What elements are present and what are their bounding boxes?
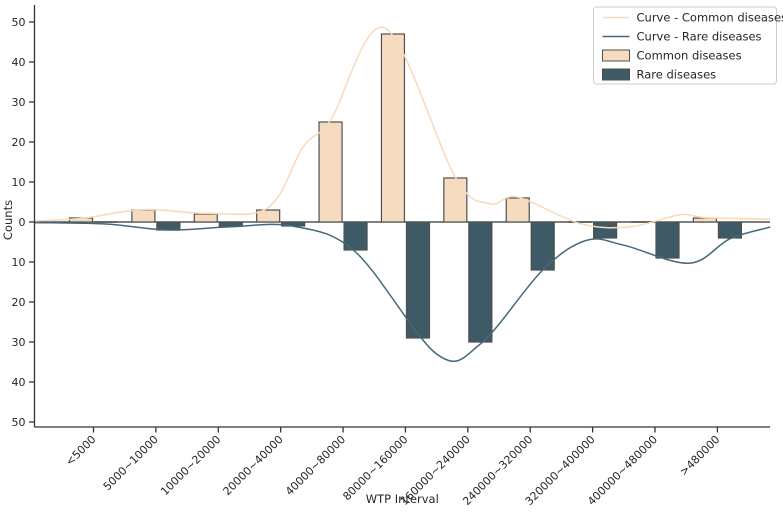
bar-common-diseases: [505, 197, 530, 223]
bar-common-diseases: [380, 33, 406, 223]
y-tick-label: 0: [19, 216, 26, 229]
bar-rare-diseases: [655, 221, 680, 259]
bar-rare-diseases: [468, 221, 493, 343]
bar-common-diseases: [131, 209, 156, 223]
y-tick-label: 10: [12, 256, 26, 269]
y-tick-label: 40: [12, 56, 26, 69]
x-tick-label: <5000: [63, 433, 99, 469]
bar-rare-diseases: [156, 221, 181, 231]
curve-common-diseases: [34, 26, 771, 229]
x-tick-label: 20000~40000: [221, 433, 286, 498]
y-tick-label: 30: [12, 96, 26, 109]
bar-rare-diseases: [343, 221, 368, 251]
x-tick-label: 10000~20000: [158, 433, 223, 498]
bar-zero-rare: [94, 221, 118, 223]
bar-zero-common: [568, 221, 592, 223]
y-tick-label: 50: [12, 16, 26, 29]
y-tick-label: 50: [12, 416, 26, 429]
legend-label: Common diseases: [637, 49, 742, 63]
legend-swatch-common-bar: [602, 49, 630, 62]
x-tick-label: 400000~480000: [585, 433, 660, 508]
y-tick-label: 20: [12, 296, 26, 309]
curve-rare-diseases: [34, 221, 771, 363]
x-tick-label: >480000: [677, 433, 722, 478]
bar-rare-diseases: [405, 221, 431, 339]
y-axis-title: Counts: [1, 200, 15, 240]
bar-rare-diseases: [593, 221, 618, 239]
y-tick-label: 40: [12, 376, 26, 389]
legend-label: Rare diseases: [637, 68, 717, 82]
bar-common-diseases: [193, 213, 218, 223]
bar-common-diseases: [318, 121, 343, 223]
legend-label: Curve - Rare diseases: [637, 30, 762, 44]
bar-common-diseases: [256, 209, 281, 223]
legend-swatch-rare-bar: [602, 68, 630, 81]
y-tick-label: 20: [12, 136, 26, 149]
bar-zero-common: [631, 221, 655, 223]
legend-box: [593, 6, 777, 85]
x-axis-title: WTP Interval: [366, 492, 439, 506]
bar-common-diseases: [443, 177, 468, 223]
x-tick-label: 5000~10000: [101, 433, 161, 493]
bar-rare-diseases: [218, 221, 243, 227]
x-tick-label: 40000~80000: [283, 433, 348, 498]
legend-label: Curve - Common diseases: [637, 11, 783, 25]
y-tick-label: 10: [12, 176, 26, 189]
y-tick-label: 30: [12, 336, 26, 349]
